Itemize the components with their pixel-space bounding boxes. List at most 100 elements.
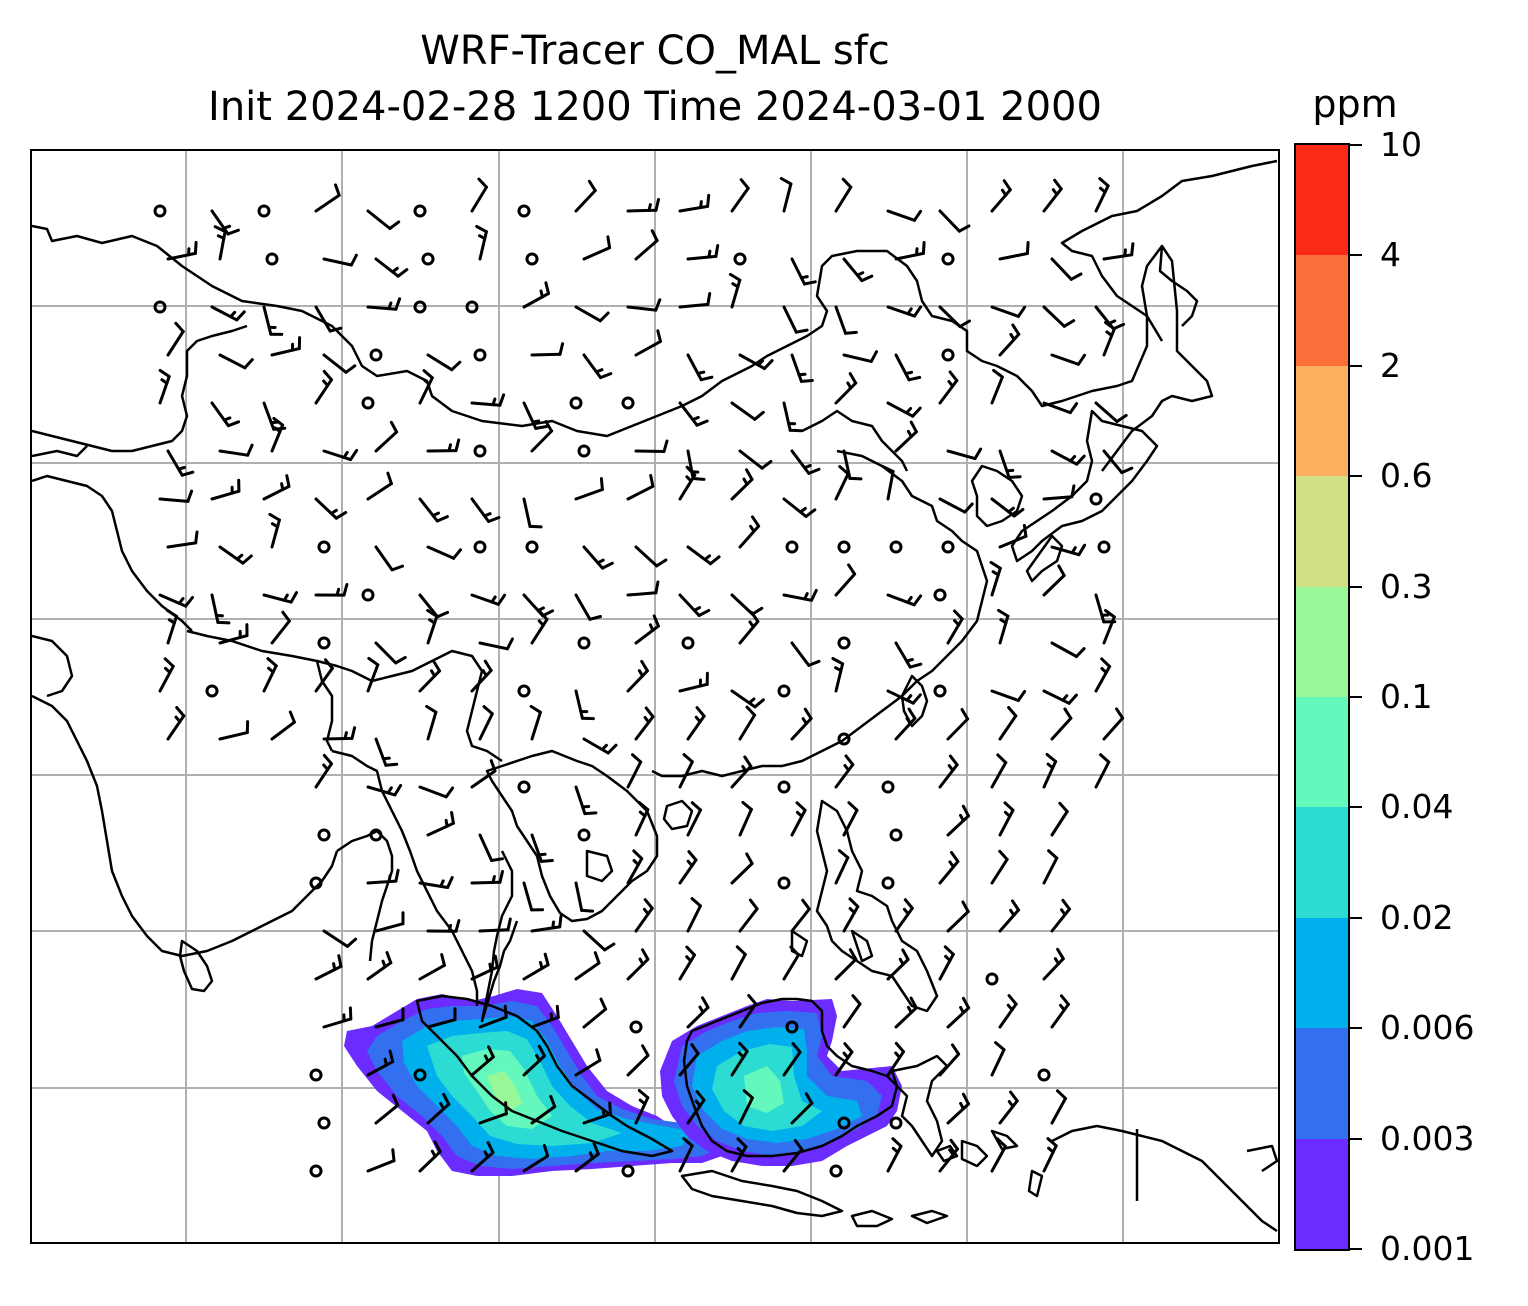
calm-marker	[413, 204, 427, 218]
wind-barb	[678, 292, 712, 309]
wind-barb	[834, 754, 855, 789]
wind-barb	[418, 660, 441, 693]
wind-barb	[790, 641, 821, 667]
wind-barb	[938, 945, 955, 981]
calm-marker	[889, 1116, 903, 1130]
wind-barb	[886, 593, 923, 607]
wind-barb	[998, 994, 1018, 1029]
wind-barb	[210, 305, 246, 322]
wind-barb	[686, 244, 720, 261]
wind-barb	[738, 994, 758, 1029]
wind-barb	[1042, 564, 1066, 597]
calm-marker	[525, 540, 539, 554]
wind-barb	[686, 353, 714, 382]
wind-barb	[946, 447, 983, 461]
wind-barb	[1042, 1137, 1058, 1173]
colorbar-segment	[1296, 1027, 1348, 1139]
calm-marker	[473, 444, 487, 458]
wind-barb	[998, 706, 1018, 741]
calm-marker	[413, 1068, 427, 1082]
wind-barb	[314, 369, 333, 405]
wind-barb	[166, 449, 195, 477]
wind-barb	[946, 900, 970, 933]
colorbar-segment	[1296, 475, 1348, 587]
wind-barb	[886, 689, 922, 705]
wind-barb	[938, 305, 971, 329]
map-panel	[30, 149, 1280, 1244]
wind-barb	[946, 708, 970, 741]
wind-barb	[831, 657, 845, 693]
wind-barb	[426, 353, 462, 372]
calm-marker	[257, 204, 271, 218]
wind-barb	[730, 945, 747, 981]
wind-barb	[530, 1004, 560, 1029]
wind-barb	[270, 336, 302, 357]
wind-barb	[678, 193, 711, 213]
wind-barb	[730, 1041, 749, 1077]
wind-barb	[834, 177, 853, 213]
wind-barb	[790, 898, 811, 933]
calm-marker	[837, 1116, 851, 1130]
wind-barb	[634, 439, 669, 453]
wind-barb	[574, 689, 595, 721]
wind-barb	[1050, 898, 1071, 933]
wind-barb	[790, 353, 814, 383]
wind-barb	[738, 898, 759, 933]
wind-barb	[574, 951, 601, 981]
wind-barb	[374, 737, 399, 767]
wind-barb	[166, 240, 198, 261]
wind-barb	[626, 849, 644, 885]
wind-barb	[366, 784, 403, 797]
wind-barb	[938, 1138, 959, 1173]
wind-barb	[1042, 849, 1059, 885]
calm-marker	[569, 396, 583, 410]
calm-marker	[517, 780, 531, 794]
wind-barb	[634, 229, 659, 261]
plume-sumatra-hot	[487, 1071, 522, 1111]
wind-barb	[522, 593, 555, 618]
wind-barb	[210, 401, 241, 428]
wind-barb	[158, 657, 175, 693]
colorbar-segment	[1296, 586, 1348, 697]
colorbar-segment	[1296, 144, 1348, 256]
wind-barb	[834, 563, 857, 597]
wind-barb	[218, 443, 254, 457]
wind-barb	[322, 726, 357, 741]
colorbar-tick	[1350, 585, 1362, 588]
wind-barb	[262, 591, 298, 604]
wind-barb	[990, 368, 1004, 405]
wind-barb	[990, 497, 1025, 518]
calm-marker	[369, 828, 383, 842]
wind-barb	[213, 225, 227, 261]
wind-barb	[626, 753, 643, 789]
wind-barb	[478, 705, 494, 741]
wind-barb	[582, 1101, 612, 1125]
wind-barb	[210, 593, 231, 625]
colorbar-tick	[1350, 806, 1362, 809]
wind-barb	[470, 393, 506, 407]
wind-barb	[426, 1007, 457, 1029]
coastlines	[32, 159, 1278, 1233]
wind-barb	[990, 1137, 1007, 1173]
wind-barb	[842, 257, 874, 283]
colorbar-tick-label: 2	[1380, 345, 1401, 385]
wind-barb	[366, 951, 393, 981]
wind-barb	[574, 785, 598, 816]
wind-barb	[1050, 994, 1070, 1029]
wind-barb	[894, 353, 922, 382]
calm-marker	[1097, 540, 1111, 554]
wind-barb	[990, 753, 1008, 789]
wind-barb	[686, 706, 706, 741]
wind-barb	[314, 954, 343, 981]
colorbar-segment	[1296, 917, 1348, 1029]
wind-barb	[989, 560, 1002, 597]
wind-barb	[574, 477, 604, 501]
calm-marker	[985, 972, 999, 986]
wind-barb	[634, 329, 662, 357]
calm-marker	[941, 348, 955, 362]
wind-barb	[426, 919, 461, 933]
wind-barb	[634, 706, 655, 741]
colorbar-tick	[1350, 364, 1362, 367]
wind-barb	[522, 881, 545, 912]
wind-barb	[1050, 641, 1086, 658]
